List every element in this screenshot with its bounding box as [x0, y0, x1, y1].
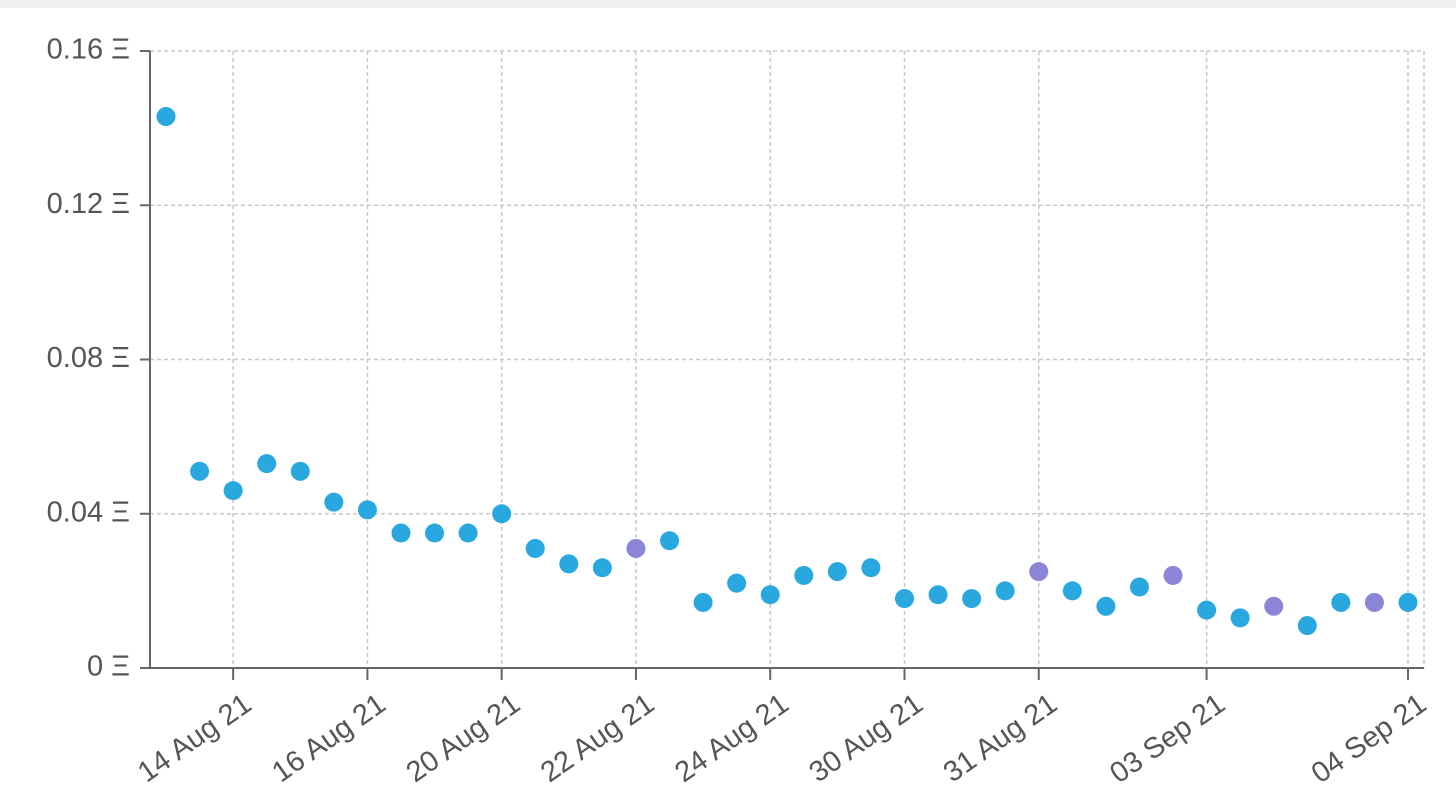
x-tick-label: 03 Sep 21 [1104, 688, 1231, 790]
top-bar [0, 0, 1456, 8]
point [391, 523, 411, 543]
x-tick-label: 31 Aug 21 [938, 688, 1063, 789]
point [1364, 592, 1384, 612]
point [223, 481, 243, 501]
point [693, 592, 713, 612]
point [962, 589, 982, 609]
point [592, 558, 612, 578]
point [894, 589, 914, 609]
point [156, 107, 176, 127]
x-tick-label: 24 Aug 21 [669, 688, 794, 789]
point [190, 461, 210, 481]
x-tick-label: 30 Aug 21 [804, 688, 929, 789]
point [324, 492, 344, 512]
point [727, 573, 747, 593]
point [290, 461, 310, 481]
point [861, 558, 881, 578]
y-tick-label: 0.04 Ξ [47, 496, 130, 528]
point [425, 523, 445, 543]
point [1029, 562, 1049, 582]
y-tick-label: 0.16 Ξ [47, 34, 130, 66]
x-tick-label: 20 Aug 21 [401, 688, 526, 789]
point [559, 554, 579, 574]
point [458, 523, 478, 543]
x-tick-label: 22 Aug 21 [535, 688, 660, 789]
point [1230, 608, 1250, 628]
x-tick-label: 04 Sep 21 [1306, 688, 1433, 790]
point [660, 531, 680, 551]
point [626, 538, 646, 558]
point [1096, 596, 1116, 616]
y-tick-label: 0 Ξ [87, 651, 130, 683]
point [1197, 600, 1217, 620]
x-tick-label: 16 Aug 21 [266, 688, 391, 789]
y-tick-label: 0.08 Ξ [47, 342, 130, 374]
point [1163, 565, 1183, 585]
point [1062, 581, 1082, 601]
point [995, 581, 1015, 601]
point [257, 454, 277, 474]
point [794, 565, 814, 585]
point [525, 538, 545, 558]
point [827, 562, 847, 582]
point [1398, 592, 1418, 612]
point [1297, 616, 1317, 636]
point [1129, 577, 1149, 597]
point [928, 585, 948, 605]
point [492, 504, 512, 524]
point [357, 500, 377, 520]
point [1331, 592, 1351, 612]
y-tick-label: 0.12 Ξ [47, 188, 130, 220]
point [760, 585, 780, 605]
point [1264, 596, 1284, 616]
x-tick-label: 14 Aug 21 [132, 688, 257, 789]
